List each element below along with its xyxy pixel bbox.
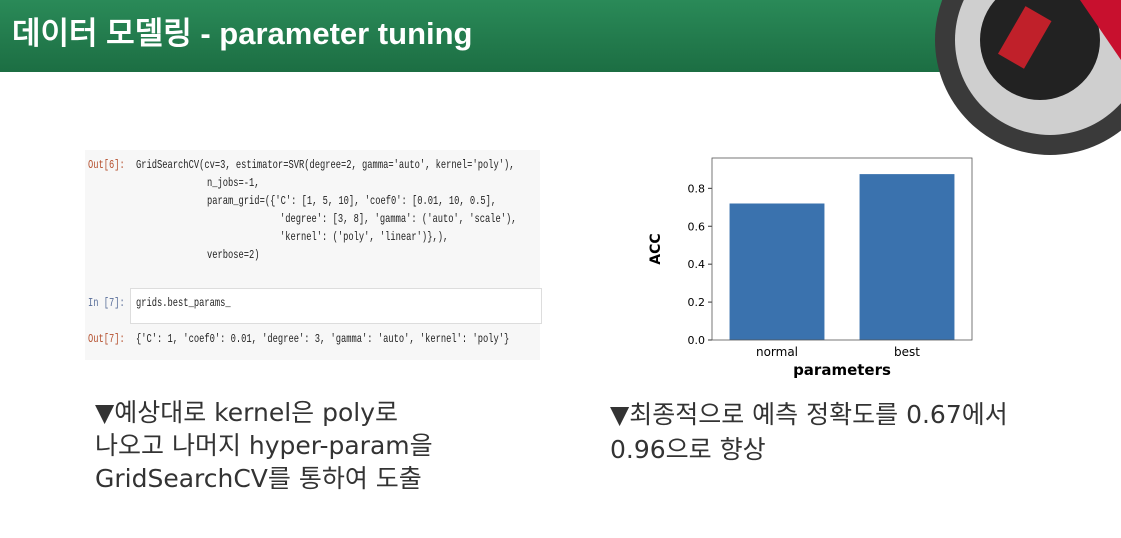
cell-prompt: Out[6]: <box>88 158 125 172</box>
code-line: param_grid=({'C': [1, 5, 10], 'coef0': [… <box>207 194 497 208</box>
caption-line: ▼최종적으로 예측 정확도를 0.67에서 <box>610 400 1008 429</box>
plot-frame <box>711 157 973 341</box>
input-cell <box>130 288 542 324</box>
x-axis-label: parameters <box>793 361 891 379</box>
y-tick-label: 0.4 <box>688 258 706 271</box>
decor-figure <box>998 6 1052 69</box>
decor-light <box>980 0 1100 100</box>
code-line: 'degree': [3, 8], 'gamma': ('auto', 'sca… <box>280 212 517 226</box>
slide-title: 데이터 모델링 - parameter tuning <box>12 16 473 51</box>
notebook <box>85 150 540 360</box>
bar <box>729 203 825 340</box>
code-line: GridSearchCV(cv=3, estimator=SVR(degree=… <box>136 158 515 172</box>
decoration <box>935 0 1121 155</box>
y-tick-label: 0.8 <box>688 182 706 195</box>
cell-prompt: In [7]: <box>88 296 125 310</box>
code-line: grids.best_params_ <box>136 296 231 310</box>
code-line: verbose=2) <box>207 248 260 262</box>
caption-line: ▼예상대로 kernel은 poly로 <box>95 398 399 427</box>
caption-line: 나오고 나머지 hyper-param을 <box>95 431 433 460</box>
header-bar <box>0 0 1121 72</box>
y-tick-label: 0.6 <box>688 220 706 233</box>
code-line: {'C': 1, 'coef0': 0.01, 'degree': 3, 'ga… <box>136 332 510 346</box>
y-tick-label: 0.0 <box>688 334 706 347</box>
y-axis-label: ACC <box>648 233 664 264</box>
y-tick-label: 0.2 <box>688 296 706 309</box>
caption-line: GridSearchCV를 통하여 도출 <box>95 464 422 493</box>
caption-line: 0.96으로 향상 <box>610 435 766 464</box>
x-tick-label: normal <box>756 345 798 359</box>
cell-prompt: Out[7]: <box>88 332 125 346</box>
bar <box>859 174 955 340</box>
code-line: 'kernel': ('poly', 'linear')},), <box>280 230 449 244</box>
x-tick-label: best <box>894 345 920 359</box>
code-line: n_jobs=-1, <box>207 176 260 190</box>
decor-corner <box>1080 0 1121 60</box>
